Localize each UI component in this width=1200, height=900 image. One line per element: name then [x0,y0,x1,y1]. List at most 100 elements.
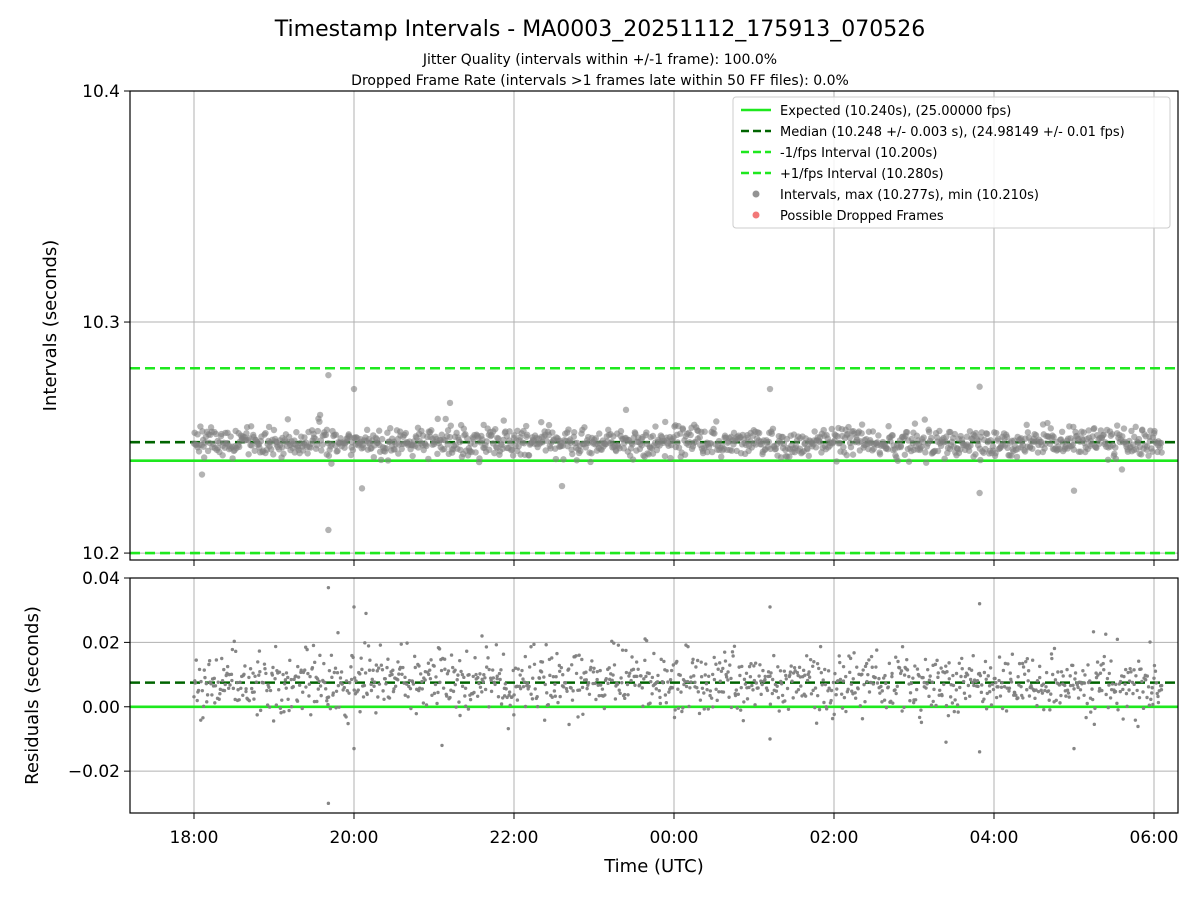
residual-point [898,666,901,669]
residual-point [823,668,826,671]
residual-point [401,666,404,669]
residual-point [937,671,940,674]
residual-point [301,691,304,694]
residual-point [328,669,331,672]
residual-point [545,691,548,694]
interval-point [766,439,772,445]
residual-point [705,688,708,691]
residual-point [469,698,472,701]
residual-point [673,708,676,711]
residual-point [1049,692,1052,695]
interval-point [630,456,636,462]
residual-point [205,682,208,685]
residual-point [371,669,374,672]
interval-point [501,417,507,423]
residual-point [250,687,253,690]
residual-point [1126,671,1129,674]
residual-point [902,706,905,709]
residual-point [462,676,465,679]
residual-point [1048,708,1051,711]
residual-point [635,675,638,678]
residual-point [919,708,922,711]
residual-point [1023,673,1026,676]
residual-point [292,685,295,688]
interval-point [859,421,865,427]
residual-point [1104,693,1107,696]
residual-point [718,661,721,664]
residual-point [230,673,233,676]
residual-point [1083,681,1086,684]
residual-point [1031,659,1034,662]
residual-point [1129,670,1132,673]
residual-point [997,679,1000,682]
residual-point [935,659,938,662]
residual-point [606,682,609,685]
residual-point [317,680,320,683]
residual-point [1010,680,1013,683]
residual-point [1073,677,1076,680]
residual-point [358,710,361,713]
residual-point [451,666,454,669]
interval-point [682,451,688,457]
residual-point [809,658,812,661]
residual-point [458,714,461,717]
residual-point [344,715,347,718]
y-tick-label-0: −0.02 [68,762,120,782]
x-tick-label-4: 02:00 [810,828,859,848]
interval-point [987,437,993,443]
residual-point [241,694,244,697]
residual-point [759,679,762,682]
interval-point [577,448,583,454]
residual-point [715,699,718,702]
residual-point [1114,690,1117,693]
residual-point [1156,695,1159,698]
interval-point [667,455,673,461]
residual-point [650,692,653,695]
interval-point [227,433,233,439]
residual-point [596,670,599,673]
residual-point [624,649,627,652]
residual-point-outlier-8 [1072,747,1075,750]
residual-point [306,672,309,675]
residual-point [579,676,582,679]
residual-point [290,705,293,708]
residual-point [482,673,485,676]
residual-point [626,693,629,696]
residual-point [953,710,956,713]
legend-label-0: Expected (10.240s), (25.00000 fps) [780,104,1011,119]
residual-point [251,671,254,674]
y-tick-label-3: 0.04 [82,569,120,589]
residual-point-outlier-1 [327,802,330,805]
residual-point [829,699,832,702]
residual-point [901,645,904,648]
residual-point [979,674,982,677]
residual-point [315,700,318,703]
interval-point [484,438,490,444]
residual-point [247,676,250,679]
interval-point [304,450,310,456]
residual-point [357,688,360,691]
residual-point [835,687,838,690]
residual-point [940,694,943,697]
interval-point [1151,428,1157,434]
residual-point [1072,687,1075,690]
residual-point [1053,647,1056,650]
residual-point [570,663,573,666]
residual-point [696,659,699,662]
residual-point [768,675,771,678]
residual-point [474,673,477,676]
residual-point [603,707,606,710]
residual-point [381,689,384,692]
residual-point [341,682,344,685]
residual-point [729,677,732,680]
residual-point [643,659,646,662]
residual-point [529,693,532,696]
residual-point [333,671,336,674]
residual-point [311,666,314,669]
residual-point [958,662,961,665]
residual-point [691,658,694,661]
residual-point [234,650,237,653]
residual-point [856,687,859,690]
legend-label-2: -1/fps Interval (10.200s) [780,146,937,161]
residual-point [1027,669,1030,672]
